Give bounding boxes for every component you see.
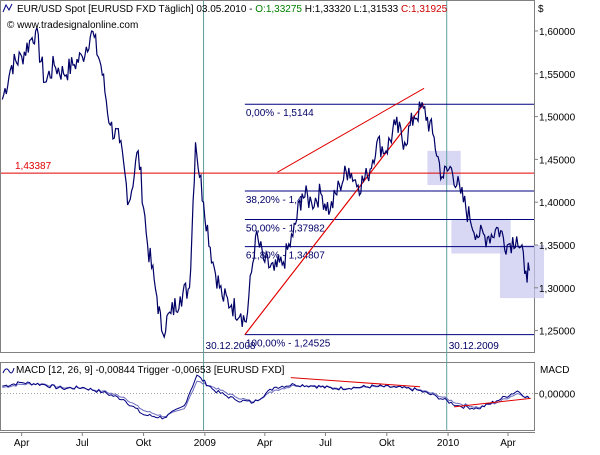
macd-main-line — [2, 374, 530, 420]
price-series — [1, 25, 530, 340]
macd-panel-frame — [0, 362, 535, 431]
x-tick-label: 2009 — [194, 438, 217, 449]
title-low: L:1,31533 — [354, 4, 399, 15]
y-tick-label: 1,60000 — [539, 27, 576, 38]
macd-trend-line — [290, 377, 421, 388]
macd-trend-line — [453, 397, 531, 408]
price-panel-icon — [2, 3, 13, 13]
title-instrument: EUR/USD Spot [EURUSD FXD — [17, 4, 156, 15]
trend-line — [277, 87, 425, 173]
vertical-marker-label: 30.12.2008 — [206, 341, 256, 352]
chart-title: EUR/USD Spot [EURUSD FXD Täglich] 03.05.… — [17, 4, 448, 15]
title-period: Täglich] — [159, 4, 194, 15]
macd-title: MACD [12, 26, 9] -0,00844 Trigger -0,006… — [16, 365, 285, 376]
fib-level-label: 0,00% - 1,5144 — [246, 108, 314, 119]
title-high: H:1,33320 — [305, 4, 352, 15]
title-date: 03.05.2010 — [196, 4, 246, 15]
x-tick-label: Jul — [319, 438, 332, 449]
price-line — [1, 25, 530, 340]
trend-channel — [244, 87, 425, 335]
horizontal-level-label: 1,43387 — [15, 161, 52, 172]
title-open: O:1,33275 — [255, 4, 302, 15]
x-tick-label: Okt — [379, 438, 395, 449]
watermark: © www.tradesignalonline.com — [7, 20, 138, 31]
x-tick-label: Apr — [257, 438, 273, 449]
price-y-axis: 1,60000 1,55000 1,50000 1,45000 1,40000 1,350… — [534, 27, 576, 338]
macd-axis-label: MACD — [540, 365, 569, 376]
currency-symbol: $ — [538, 4, 544, 15]
y-tick-label: 1,30000 — [539, 284, 576, 295]
title-close: C:1,31925 — [401, 4, 448, 15]
trend-line — [244, 103, 425, 335]
horizontal-level: 1,43387 — [1, 161, 534, 174]
x-tick-label: Apr — [14, 438, 30, 449]
macd-panel-icon — [2, 367, 15, 374]
macd-y-tick-label: 0,00000 — [539, 389, 576, 400]
vertical-markers: 30.12.2008 30.12.2009 — [203, 1, 499, 430]
y-tick-label: 1,40000 — [539, 198, 576, 209]
x-axis: Apr Jul Okt 2009 Apr Jul Okt 2010 Apr — [14, 432, 516, 449]
y-tick-label: 1,35000 — [539, 241, 576, 252]
highlight-box — [500, 244, 544, 299]
vertical-marker-label: 30.12.2009 — [449, 341, 499, 352]
x-tick-label: Okt — [136, 438, 152, 449]
fib-level-label: 38,20% - 1,4 — [246, 195, 303, 206]
fib-level-label: 50,00% - 1,37982 — [246, 223, 325, 234]
macd-series: 0,00000 — [1, 374, 576, 420]
x-tick-label: Apr — [500, 438, 516, 449]
x-tick-label: Jul — [76, 438, 89, 449]
fib-level-label: 100,00% - 1,24525 — [246, 339, 331, 350]
x-tick-label: 2010 — [437, 438, 460, 449]
y-tick-label: 1,25000 — [539, 327, 576, 338]
y-tick-label: 1,55000 — [539, 70, 576, 81]
title-sep: - — [249, 4, 255, 15]
y-tick-label: 1,50000 — [539, 113, 576, 124]
y-tick-label: 1,45000 — [539, 155, 576, 166]
